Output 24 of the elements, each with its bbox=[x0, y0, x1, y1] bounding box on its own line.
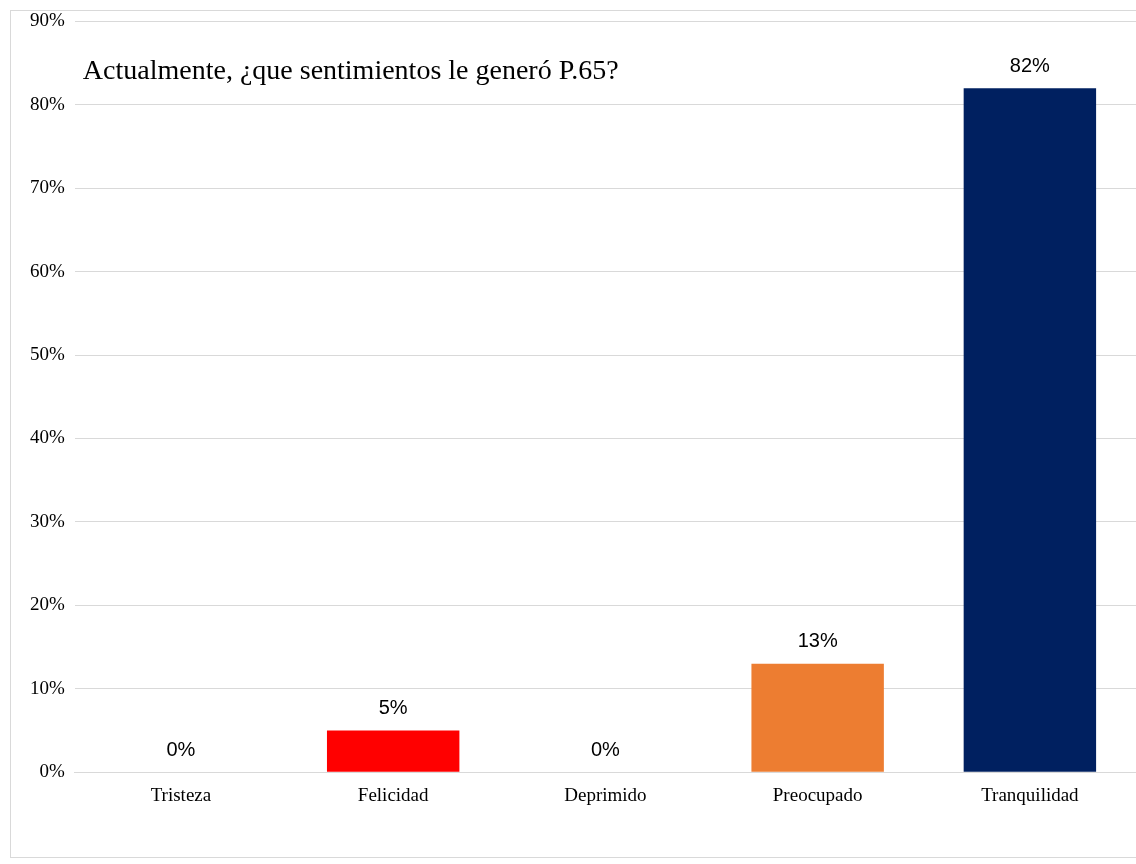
x-tick-label: Tranquilidad bbox=[981, 783, 1080, 805]
y-tick-label: 40% bbox=[30, 426, 65, 448]
x-tick-label: Tristeza bbox=[150, 783, 212, 805]
x-tick-label: Preocupado bbox=[772, 783, 863, 805]
bar bbox=[326, 730, 460, 772]
y-tick-label: 20% bbox=[30, 593, 65, 615]
bar bbox=[751, 663, 884, 772]
y-tick-label: 60% bbox=[30, 259, 65, 281]
y-tick-label: 30% bbox=[30, 509, 65, 531]
text: Actualmente, ¿que sentimientos le generó P.65? bbox=[82, 54, 619, 86]
data-label: 13% bbox=[797, 629, 838, 652]
y-tick-label: 10% bbox=[30, 676, 65, 698]
data-label: 0% bbox=[166, 737, 196, 760]
y-tick-label: 70% bbox=[30, 176, 65, 198]
data-label: 82% bbox=[1009, 53, 1051, 76]
y-tick-label: 90% bbox=[30, 9, 65, 31]
data-label: 5% bbox=[378, 696, 408, 718]
x-tick-label: Felicidad bbox=[357, 783, 430, 805]
bar bbox=[963, 88, 1097, 772]
y-tick-label: 80% bbox=[30, 92, 65, 114]
x-tick-label: Deprimido bbox=[564, 783, 647, 805]
y-tick-label: 0% bbox=[39, 760, 65, 782]
data-label: 0% bbox=[590, 737, 621, 760]
y-tick-label: 50% bbox=[30, 343, 65, 365]
